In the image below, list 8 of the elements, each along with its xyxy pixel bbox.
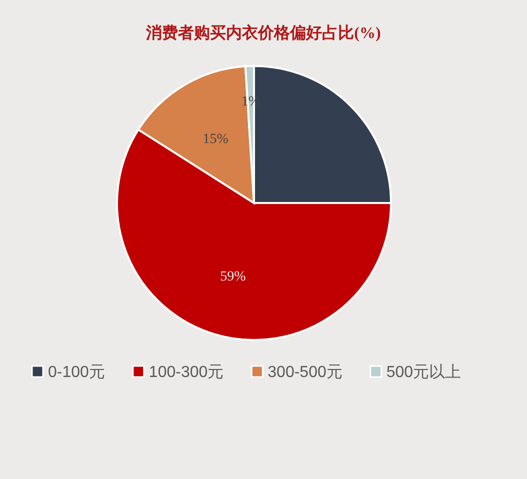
legend-label: 300-500元 [268,364,342,381]
data-label: 15% [202,132,229,148]
data-label: 1% [241,94,260,110]
legend-label: 0-100元 [48,364,105,381]
legend-label: 500元以上 [386,363,462,381]
data-label: 59% [220,269,246,284]
legend-label: 100-300元 [148,364,224,381]
chart-title: 消费者购买内衣价格偏好占比(%) [145,24,381,42]
